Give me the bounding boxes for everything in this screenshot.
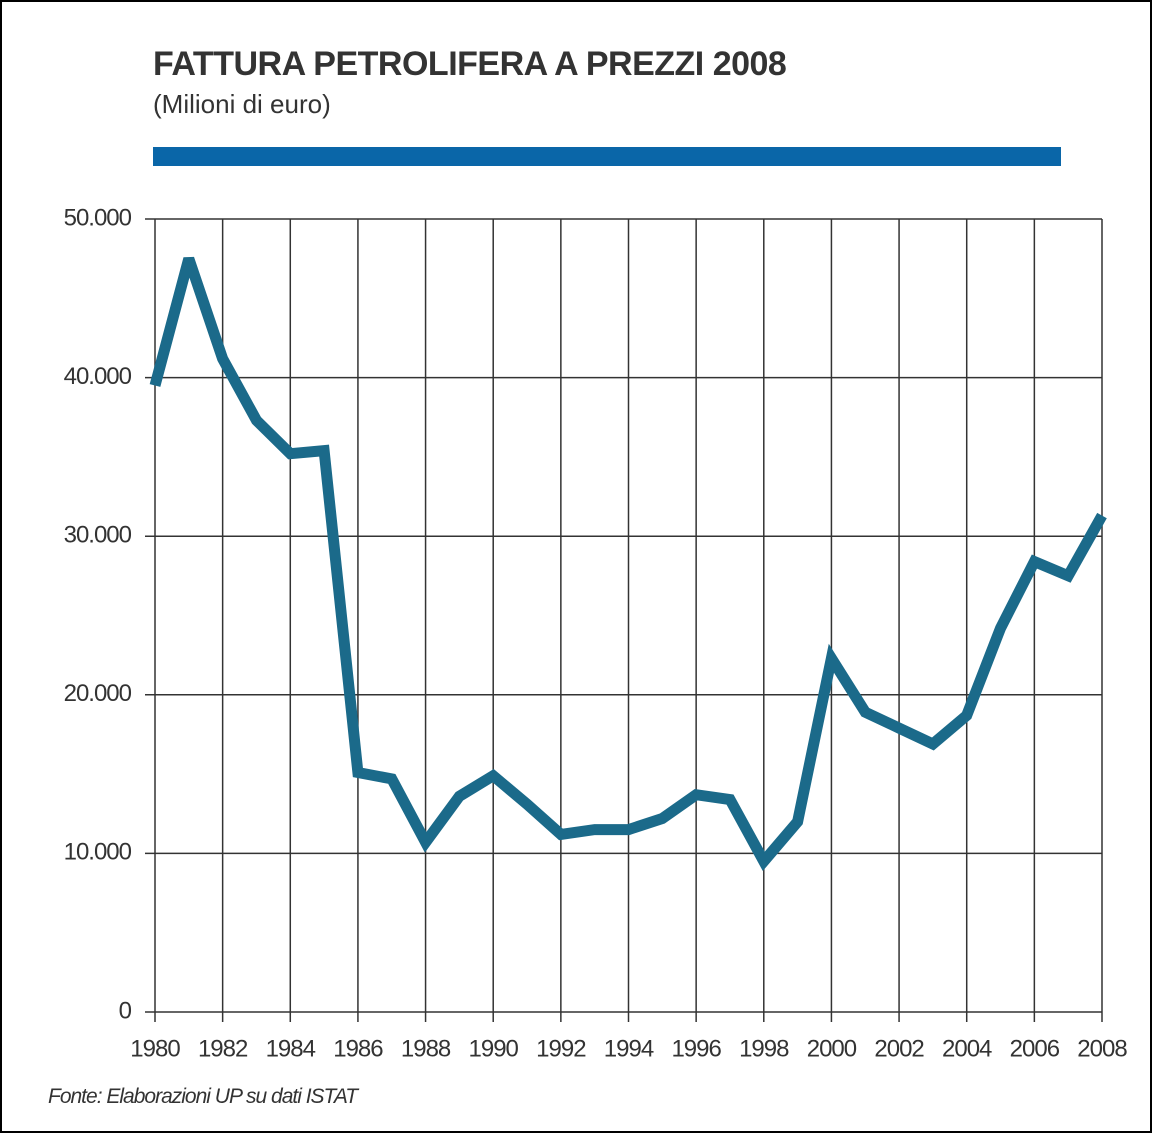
title-bar (153, 147, 1061, 166)
y-tick-label: 30.000 (64, 522, 132, 549)
x-tick-label: 1992 (536, 1035, 586, 1062)
x-tick-label: 2004 (942, 1035, 992, 1062)
x-tick-label: 1994 (604, 1035, 654, 1062)
chart-title: FATTURA PETROLIFERA A PREZZI 2008 (153, 45, 786, 83)
y-tick-label: 50.000 (64, 204, 132, 231)
x-tick-label: 2002 (874, 1035, 924, 1062)
x-tick-label: 1984 (266, 1035, 316, 1062)
x-tick-label: 2008 (1077, 1035, 1127, 1062)
x-tick-label: 1980 (130, 1035, 180, 1062)
y-tick-label: 20.000 (64, 680, 132, 707)
data-line (149, 256, 1107, 871)
x-tick-label: 2006 (1010, 1035, 1060, 1062)
x-tick-label: 1996 (671, 1035, 721, 1062)
chart-subtitle: (Milioni di euro) (153, 89, 331, 119)
x-tick-label: 1990 (469, 1035, 519, 1062)
x-tick-label: 1988 (401, 1035, 451, 1062)
y-tick-label: 0 (119, 997, 132, 1024)
x-tick-label: 1986 (333, 1035, 383, 1062)
y-tick-label: 40.000 (64, 363, 132, 390)
x-tick-label: 1982 (198, 1035, 248, 1062)
x-tick-label: 2000 (807, 1035, 857, 1062)
y-tick-label: 10.000 (64, 839, 132, 866)
source-note: Fonte: Elaborazioni UP su dati ISTAT (48, 1085, 360, 1108)
x-tick-label: 1998 (739, 1035, 789, 1062)
